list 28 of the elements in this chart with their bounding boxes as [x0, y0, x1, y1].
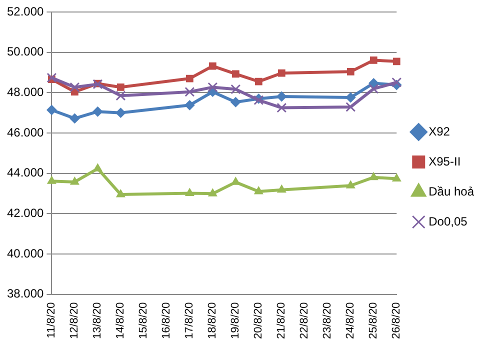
x-tick-label: 24/8/20 — [344, 302, 357, 339]
x-tick-label: 12/8/20 — [68, 302, 81, 339]
y-tick-label: 44.000 — [7, 166, 44, 180]
y-tick-label: 50.000 — [7, 44, 44, 59]
legend-label: X92 — [428, 124, 450, 138]
x-tick-label: 20/8/20 — [252, 302, 265, 339]
x-tick-label: 22/8/20 — [298, 302, 311, 339]
y-tick-label: 42.000 — [7, 206, 44, 220]
x-tick-label: 15/8/20 — [138, 302, 150, 339]
legend-label: Dầu hoả — [428, 184, 474, 198]
x-tick-label: 16/8/20 — [160, 302, 173, 339]
legend-label: Do0,05 — [428, 214, 468, 228]
x-tick-label: 23/8/20 — [322, 302, 334, 339]
x-tick-label: 26/8/20 — [390, 302, 403, 339]
y-tick-label: 46.000 — [7, 125, 44, 140]
x-tick-label: 18/8/20 — [206, 302, 219, 339]
x-tick-label: 19/8/20 — [230, 302, 242, 339]
x-tick-label: 17/8/20 — [184, 302, 196, 339]
x-tick-label: 13/8/20 — [92, 302, 104, 339]
y-tick-label: 52.000 — [7, 4, 44, 18]
x-tick-label: 21/8/20 — [276, 302, 288, 339]
x-tick-label: 11/8/20 — [46, 302, 58, 338]
y-tick-label: 40.000 — [7, 246, 44, 260]
legend-label: X95-II — [428, 154, 461, 168]
x-tick-label: 14/8/20 — [114, 302, 127, 339]
y-tick-label: 48.000 — [7, 84, 44, 99]
y-tick-label: 38.000 — [7, 286, 44, 301]
x-tick-label: 25/8/20 — [368, 302, 380, 339]
